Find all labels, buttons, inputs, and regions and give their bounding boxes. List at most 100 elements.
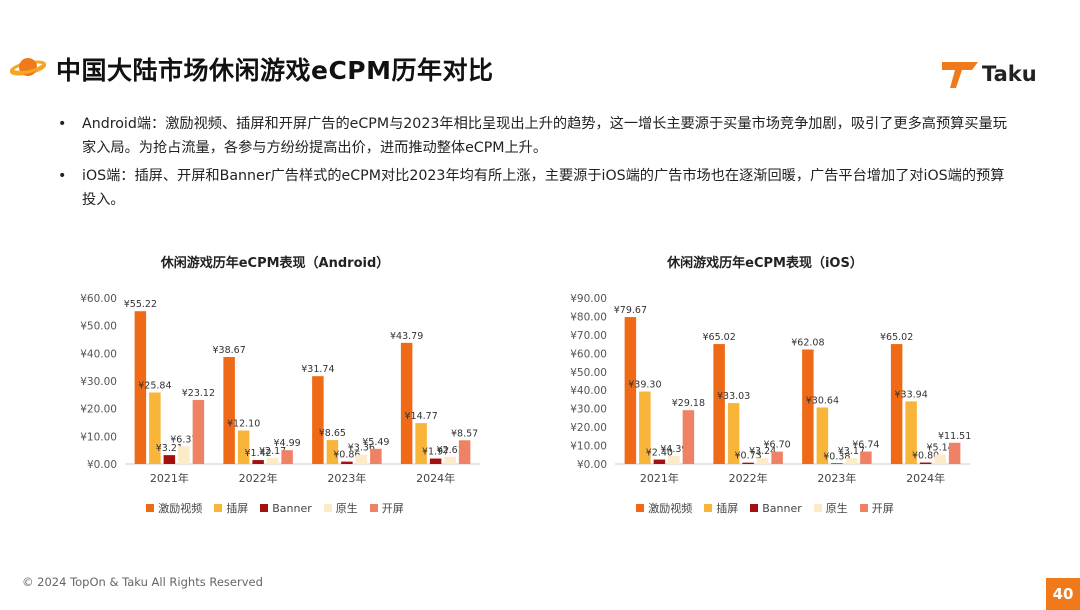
legend-item: 激励视频 <box>636 500 692 516</box>
x-tick-label: 2021年 <box>640 471 679 485</box>
bullet-ios: iOS端：插屏、开屏和Banner广告样式的eCPM对比2023年均有所上涨，主… <box>58 164 1018 212</box>
y-tick-label: ¥10.00 <box>80 431 117 443</box>
legend-label: Banner <box>272 501 312 515</box>
legend-label: 原生 <box>825 502 848 515</box>
bar <box>771 451 783 464</box>
data-label: ¥3.24 <box>749 446 776 457</box>
copyright-footer: © 2024 TopOn & Taku All Rights Reserved <box>22 575 263 589</box>
data-label: ¥33.94 <box>895 389 928 400</box>
data-label: ¥12.10 <box>227 419 260 430</box>
bar <box>948 442 961 464</box>
bar <box>355 454 368 464</box>
y-tick-label: ¥80.00 <box>570 311 607 323</box>
bar <box>237 430 250 464</box>
y-tick-label: ¥60.00 <box>80 293 117 305</box>
legend-swatch <box>146 504 155 512</box>
bar <box>458 440 471 464</box>
data-label: ¥14.77 <box>405 411 438 422</box>
data-label: ¥2.17 <box>259 446 286 457</box>
bar <box>429 458 442 464</box>
data-label: ¥8.57 <box>451 428 478 439</box>
data-label: ¥31.74 <box>301 364 334 375</box>
bar <box>266 457 279 464</box>
bar <box>934 454 946 464</box>
bar <box>727 403 740 464</box>
data-label: ¥2.40 <box>646 448 673 459</box>
data-label: ¥3.36 <box>348 443 375 454</box>
bar <box>756 458 769 464</box>
data-label: ¥11.51 <box>938 431 971 442</box>
data-label: ¥4.99 <box>274 438 301 449</box>
data-label: ¥65.02 <box>880 332 913 343</box>
legend-label: 激励视频 <box>648 502 693 515</box>
data-label: ¥4.39 <box>660 444 687 455</box>
legend-item: 激励视频 <box>146 500 202 516</box>
y-tick-label: ¥50.00 <box>80 321 117 333</box>
bar <box>223 357 235 464</box>
legend-label: 插屏 <box>226 502 249 515</box>
data-label: ¥3.21 <box>156 443 183 454</box>
chart-plot: ¥90.00 ¥80.00 ¥70.00 ¥60.00 ¥50.00 ¥40.00 ¥30.… <box>570 293 971 485</box>
y-tick-label: ¥60.00 <box>570 348 607 360</box>
bar <box>326 440 339 464</box>
data-label: ¥55.22 <box>124 299 157 310</box>
data-label: ¥6.37 <box>170 434 197 445</box>
bar <box>252 460 264 464</box>
logo-text: Taku <box>982 62 1037 86</box>
bar <box>802 349 814 464</box>
y-tick-label: ¥90.00 <box>570 293 607 305</box>
y-tick-label: ¥30.00 <box>570 404 607 416</box>
x-tick-label: 2024年 <box>416 471 455 485</box>
data-label: ¥8.65 <box>319 428 346 439</box>
chart-legend: 激励视频 插屏 Banner 原生 开屏 <box>55 500 495 516</box>
data-label: ¥0.80 <box>912 451 939 462</box>
y-tick-label: ¥20.00 <box>570 422 607 434</box>
legend-item: 插屏 <box>214 500 248 516</box>
x-tick-label: 2023年 <box>327 471 366 485</box>
legend-item: 开屏 <box>859 500 894 516</box>
bar <box>178 446 190 464</box>
bar <box>860 451 872 464</box>
chart-title: 休闲游戏历年eCPM表现（Android） <box>160 256 390 271</box>
legend-swatch <box>859 504 868 512</box>
bar <box>831 463 843 464</box>
bar <box>341 461 353 464</box>
data-label: ¥25.84 <box>138 381 171 392</box>
legend-swatch <box>323 504 332 512</box>
legend-swatch <box>704 504 713 512</box>
legend-label: Banner <box>762 501 802 515</box>
bar <box>192 400 205 464</box>
planet-icon <box>9 52 47 82</box>
y-tick-label: ¥70.00 <box>570 330 607 342</box>
legend-swatch <box>750 504 759 512</box>
bar <box>845 458 858 464</box>
legend-item: 插屏 <box>704 500 738 516</box>
bar <box>919 462 932 464</box>
taku-logo: Taku <box>942 60 1037 90</box>
data-label: ¥43.79 <box>390 331 423 342</box>
data-label: ¥39.30 <box>628 380 661 391</box>
bar <box>713 344 725 464</box>
bar <box>134 311 147 464</box>
y-tick-label: ¥50.00 <box>570 367 607 379</box>
data-label: ¥5.14 <box>927 443 954 454</box>
data-label: ¥5.49 <box>362 437 389 448</box>
data-label: ¥0.86 <box>333 450 360 461</box>
bar <box>653 459 666 464</box>
chart-android: 休闲游戏历年eCPM表现（Android） ¥60.00 ¥50.00 ¥40.00… <box>55 252 495 522</box>
data-label: ¥1.42 <box>245 448 272 459</box>
bar <box>444 456 456 464</box>
legend-item: Banner <box>260 500 312 516</box>
data-label: ¥6.70 <box>764 440 791 451</box>
bar <box>890 344 903 464</box>
x-tick-label: 2022年 <box>239 471 278 485</box>
data-label: ¥29.18 <box>672 398 705 409</box>
bar <box>370 448 382 464</box>
x-tick-label: 2022年 <box>729 471 768 485</box>
data-label: ¥23.12 <box>182 388 215 399</box>
legend-label: 激励视频 <box>158 502 203 515</box>
data-label: ¥30.64 <box>806 395 839 406</box>
legend-item: 原生 <box>813 500 848 516</box>
y-tick-label: ¥40.00 <box>80 348 117 360</box>
bar <box>668 455 680 464</box>
